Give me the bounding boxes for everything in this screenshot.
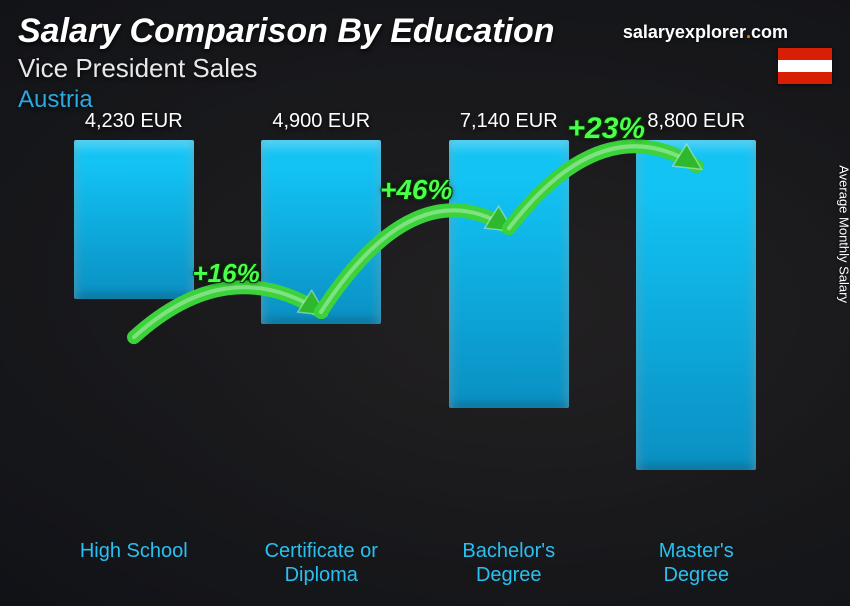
- bar: 7,140 EUR: [449, 140, 569, 408]
- brand-logo: salaryexplorer.com: [623, 22, 788, 43]
- bar: 4,230 EUR: [74, 140, 194, 299]
- chart-subtitle: Vice President Sales: [18, 53, 832, 84]
- percent-increase-label: +16%: [193, 258, 260, 289]
- bar: 8,800 EUR: [636, 140, 756, 470]
- flag-stripe-mid: [778, 60, 832, 72]
- percent-increase-label: +23%: [568, 112, 646, 146]
- austria-flag-icon: [778, 48, 832, 84]
- bar-value-label: 4,230 EUR: [34, 110, 234, 133]
- brand-text-left: salaryexplorer: [623, 22, 746, 42]
- bar-category-label: Master'sDegree: [603, 533, 791, 588]
- labels-container: High SchoolCertificate orDiplomaBachelor…: [40, 533, 790, 588]
- flag-stripe-bot: [778, 72, 832, 84]
- bar-value-label: 4,900 EUR: [221, 110, 421, 133]
- percent-increase-label: +46%: [380, 174, 452, 206]
- bar-category-label: High School: [40, 533, 228, 588]
- flag-stripe-top: [778, 48, 832, 60]
- bar-slot: 8,800 EUR: [603, 140, 791, 528]
- bar-chart: 4,230 EUR 4,900 EUR 7,140 EUR 8,800 EUR Hig…: [40, 140, 790, 588]
- bar-category-label: Bachelor'sDegree: [415, 533, 603, 588]
- y-axis-label: Average Monthly Salary: [837, 165, 850, 303]
- bar-slot: 4,230 EUR: [40, 140, 228, 528]
- bar: 4,900 EUR: [261, 140, 381, 324]
- bar-category-label: Certificate orDiploma: [228, 533, 416, 588]
- brand-text-right: com: [751, 22, 788, 42]
